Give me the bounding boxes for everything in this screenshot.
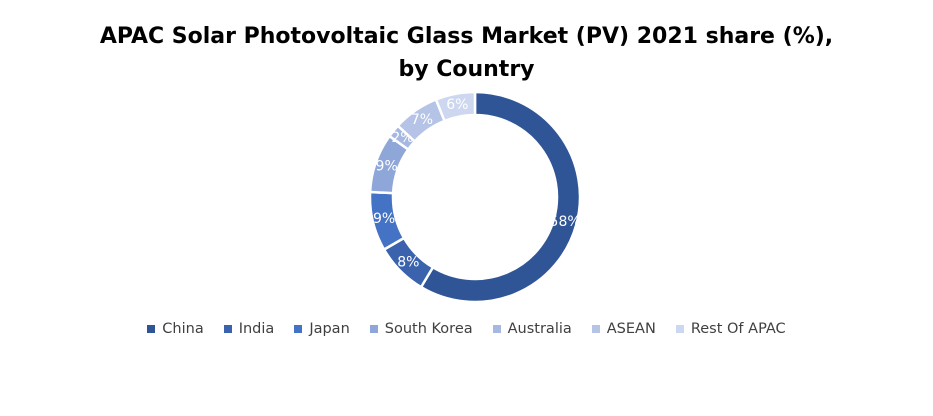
chart-title-line-1: APAC Solar Photovoltaic Glass Market (PV… (99, 24, 834, 49)
legend-swatch-asean (591, 325, 600, 333)
chart-title: APAC Solar Photovoltaic Glass Market (PV… (0, 20, 933, 86)
slice-rest-of-apac (434, 90, 477, 123)
legend-label-australia: Australia (507, 321, 572, 337)
legend-swatch-australia (492, 325, 501, 333)
legend-label-asean: ASEAN (606, 321, 656, 337)
legend-label-japan: Japan (309, 321, 350, 337)
legend-item-south-korea: South Korea (369, 321, 473, 337)
slice-label-south-korea: 9% (376, 158, 398, 174)
legend-item-india: India (223, 321, 275, 337)
legend-item-australia: Australia (492, 321, 572, 337)
legend-label-china: China (162, 321, 204, 337)
legend-swatch-south-korea (369, 325, 378, 333)
slice-label-asean: 7% (411, 112, 433, 128)
legend-item-japan: Japan (294, 321, 350, 337)
legend-swatch-japan (294, 325, 303, 333)
legend-label-rest-of-apac: Rest Of APAC (690, 321, 786, 337)
legend-label-india: India (238, 321, 275, 337)
legend-swatch-china (147, 325, 156, 333)
chart-legend: China India Japan South Korea Australia ASEAN… (0, 321, 933, 337)
slice-label-india: 8% (397, 255, 419, 271)
slice-label-japan: 9% (373, 211, 395, 227)
legend-swatch-india (223, 325, 232, 333)
legend-item-asean: ASEAN (591, 321, 656, 337)
legend-item-rest-of-apac: Rest Of APAC (675, 321, 786, 337)
slice-china (419, 90, 582, 304)
slice-label-rest-of-apac: 6% (446, 97, 468, 113)
legend-swatch-rest-of-apac (675, 325, 684, 333)
slice-label-china: 58% (550, 214, 581, 230)
chart-title-line-2: by Country (398, 57, 535, 82)
legend-label-south-korea: South Korea (384, 321, 473, 337)
legend-item-china: China (147, 321, 204, 337)
